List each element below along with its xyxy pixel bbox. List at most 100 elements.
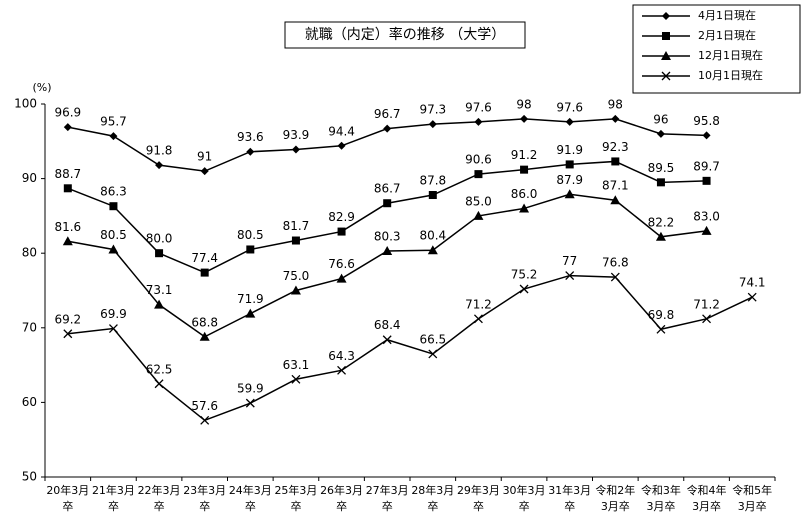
marker [200,415,210,425]
data-label: 93.6 [237,130,264,144]
data-label: 96 [653,112,668,126]
legend-label: 10月1日現在 [698,69,763,82]
marker [62,236,73,246]
data-label: 81.7 [283,219,310,233]
y-tick-label: 90 [22,171,37,185]
marker [246,147,255,156]
marker [154,299,165,309]
marker [473,314,483,324]
marker [474,170,483,179]
marker [610,195,621,205]
data-label: 86.3 [100,185,127,199]
data-label: 62.5 [146,362,173,376]
marker [702,314,712,324]
marker [701,225,712,235]
marker [155,249,164,258]
data-label: 91.8 [146,144,173,158]
x-tick-label: 28年3月 [411,483,454,497]
data-label: 69.2 [54,312,81,326]
data-label: 75.0 [283,269,310,283]
marker [428,349,438,359]
marker [336,273,347,283]
data-label: 98 [608,97,623,111]
x-tick-label: 3月卒 [738,499,767,513]
marker [108,324,118,334]
data-label: 91 [197,150,212,164]
data-label: 97.6 [465,100,492,114]
data-label: 96.7 [374,107,401,121]
data-label: 75.2 [511,268,538,282]
marker [662,32,670,40]
x-tick-label: 卒 [62,499,73,513]
marker [245,308,256,318]
marker [337,227,346,236]
x-tick-label: 3月卒 [601,499,630,513]
data-label: 90.6 [465,153,492,167]
data-label: 73.1 [146,283,173,297]
marker [474,117,483,126]
data-label: 76.8 [602,256,629,270]
x-tick-label: 3月卒 [692,499,721,513]
marker [109,202,118,211]
data-label: 97.3 [419,103,446,117]
data-label: 80.4 [419,229,446,243]
marker [337,365,347,375]
data-label: 85.0 [465,194,492,208]
data-label: 68.8 [191,315,218,329]
data-label: 66.5 [419,332,446,346]
data-label: 77 [562,254,577,268]
y-tick-label: 80 [22,246,37,260]
data-label: 71.2 [693,297,720,311]
marker [520,114,529,123]
marker [656,178,665,187]
marker [702,176,711,185]
marker [611,114,620,123]
marker [382,245,393,255]
marker [428,120,437,129]
marker [656,324,666,334]
chart-title: 就職（内定）率の推移 （大学） [305,26,505,43]
data-label: 74.1 [739,276,766,290]
marker [656,129,665,138]
marker [519,284,529,294]
series-line [67,274,753,422]
marker [246,245,255,254]
x-tick-label: 卒 [564,499,575,513]
x-tick-label: 23年3月 [183,483,226,497]
x-tick-label: 卒 [473,499,484,513]
x-tick-label: 29年3月 [457,483,500,497]
data-label: 80.5 [100,228,127,242]
x-tick-label: 卒 [336,499,347,513]
data-label: 95.7 [100,115,127,129]
marker [155,161,164,170]
marker [564,189,575,199]
data-label: 86.0 [511,187,538,201]
x-tick-label: 卒 [108,499,119,513]
x-tick-label: 25年3月 [274,483,317,497]
data-label: 97.6 [556,100,583,114]
data-label: 87.9 [556,173,583,187]
marker [702,131,711,140]
marker [63,329,73,339]
marker [473,210,484,220]
marker [200,167,209,176]
marker [63,123,72,132]
marker [565,117,574,126]
x-tick-label: 卒 [427,499,438,513]
legend-box [632,4,801,94]
x-tick-label: 令和5年 [732,483,772,497]
x-tick-label: 卒 [382,499,393,513]
marker [109,132,118,141]
data-label: 81.6 [54,220,81,234]
marker [565,160,574,169]
x-tick-label: 令和4年 [687,483,727,497]
data-label: 92.3 [602,140,629,154]
y-tick-label: 100 [14,97,37,111]
marker [245,398,255,408]
data-label: 82.2 [648,215,675,229]
x-tick-label: 卒 [519,499,530,513]
x-tick-label: 26年3月 [320,483,363,497]
data-label: 96.9 [54,106,81,120]
data-label: 88.7 [54,167,81,181]
